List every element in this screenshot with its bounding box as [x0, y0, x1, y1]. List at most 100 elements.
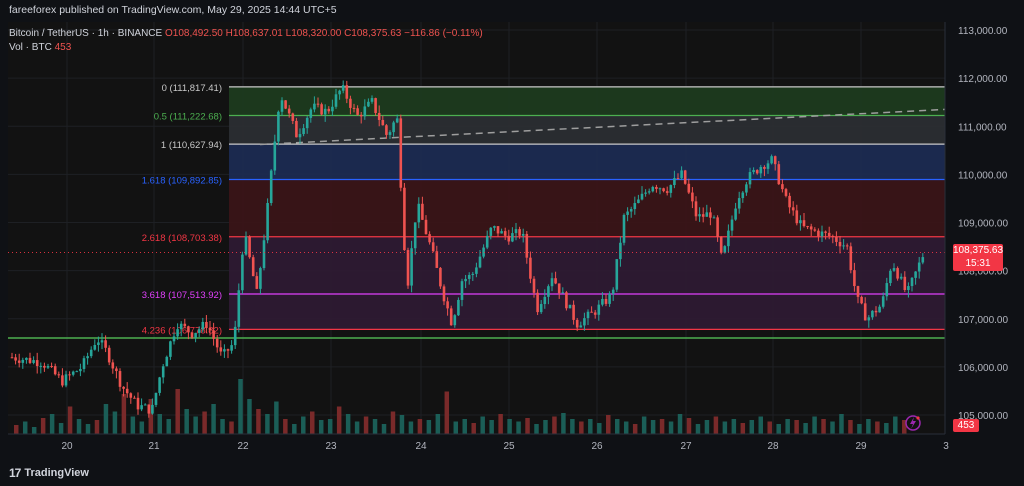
candle-body [842, 245, 845, 247]
candle-body [237, 290, 241, 327]
volume-bar [884, 423, 889, 434]
volume-label[interactable]: Vol · BTC [9, 42, 52, 53]
candle-body [784, 189, 788, 196]
candle-body [759, 166, 763, 174]
volume-bar [58, 423, 64, 434]
candle-body [356, 108, 359, 115]
candle-body [611, 289, 615, 294]
price-tick-label: 106,000.00 [958, 363, 1008, 374]
candle-body [435, 251, 439, 268]
candle-body [539, 304, 543, 313]
candle-body [662, 188, 665, 192]
candle-body [460, 281, 464, 300]
volume-bar [821, 419, 826, 434]
candle-body [608, 293, 611, 304]
volume-bar [480, 416, 485, 434]
candle-body [572, 304, 575, 320]
candle-body [169, 341, 172, 357]
candle-body [755, 170, 759, 174]
candle-body [856, 286, 860, 297]
volume-bar [695, 424, 701, 434]
candle-body [345, 85, 349, 99]
candle-body [485, 235, 489, 248]
candle-body [467, 274, 471, 279]
symbol-name[interactable]: Bitcoin / TetherUS · 1h · BINANCE [9, 28, 163, 39]
volume-bar [139, 421, 145, 434]
candle-body [219, 347, 223, 352]
volume-bar [516, 421, 521, 434]
candle-body [122, 386, 125, 389]
volume-bar [893, 416, 898, 434]
candle-body [647, 191, 651, 193]
volume-bar [902, 420, 907, 434]
candle-body [593, 312, 597, 315]
volume-bar [830, 421, 835, 434]
candle-body [835, 236, 838, 242]
volume-bar [731, 419, 737, 434]
candle-body [61, 375, 64, 386]
candle-body [331, 106, 334, 112]
candle-body [507, 235, 511, 242]
close-value: C108,375.63 [344, 28, 402, 39]
volume-bar [363, 416, 369, 434]
candle-body [788, 195, 791, 208]
candle-body [453, 315, 457, 326]
volume-bar [525, 418, 530, 434]
candle-body [665, 191, 669, 193]
volume-bar [659, 419, 665, 434]
candle-body [817, 230, 820, 237]
publish-header: fareeforex published on TradingView.com,… [9, 4, 337, 16]
candle-countdown: 15:31 [965, 258, 991, 269]
candle-body [71, 371, 75, 375]
candle-body [125, 388, 129, 394]
candle-body [601, 298, 604, 305]
candle-body [701, 214, 705, 217]
candle-body [97, 342, 100, 346]
candle-body [586, 311, 590, 319]
candle-body [748, 172, 752, 185]
price-tick-label: 110,000.00 [958, 170, 1008, 181]
candle-body [824, 231, 827, 233]
candle-body [781, 184, 784, 190]
candle-body [892, 268, 896, 271]
fib-zone-1 [229, 115, 945, 145]
candle-body [190, 332, 194, 338]
fib-zone-0 [229, 86, 945, 116]
candle-body [381, 119, 385, 126]
volume-bar [193, 416, 198, 434]
candle-body [428, 234, 431, 243]
candle-body [183, 323, 187, 327]
volume-bar [812, 416, 817, 434]
candle-body [867, 317, 871, 321]
candle-body [568, 304, 572, 309]
fib-label-3: 1.618 (109,892.85) [142, 176, 222, 187]
volume-bar [875, 421, 880, 434]
candle-body [471, 273, 475, 275]
candle-body [421, 203, 424, 220]
candle-body [241, 254, 244, 291]
volume-bar [623, 421, 629, 434]
candle-body [525, 233, 529, 258]
tradingview-footer[interactable]: 17 TradingView [9, 466, 89, 480]
candle-body [597, 304, 601, 315]
time-tick-label: 29 [855, 441, 867, 452]
price-tick-label: 108,000.00 [958, 267, 1008, 278]
volume-bar [435, 414, 441, 434]
candle-body [248, 236, 251, 258]
volume-bar [758, 416, 763, 434]
candle-body [295, 120, 298, 138]
candle-body [705, 212, 709, 217]
volume-bar [650, 420, 656, 434]
candle-body [280, 100, 284, 112]
candle-body [377, 112, 381, 120]
candle-body [75, 371, 79, 373]
volume-bar [507, 419, 512, 434]
volume-bar [471, 423, 476, 434]
volume-bar [184, 409, 189, 434]
lightning-icon [910, 417, 916, 429]
candle-body [100, 340, 104, 343]
volume-bar [345, 414, 351, 434]
candle-body [914, 271, 917, 278]
candle-body [723, 246, 727, 253]
